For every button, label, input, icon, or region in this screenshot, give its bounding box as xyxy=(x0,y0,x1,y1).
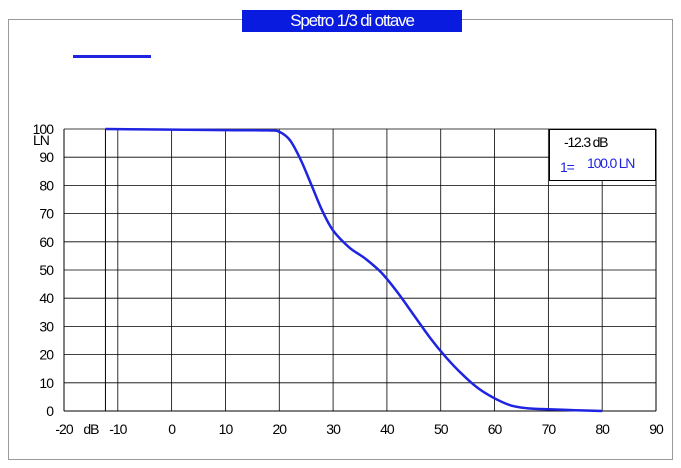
chart-axes xyxy=(63,129,657,412)
x-tick-label: 0 xyxy=(168,421,176,437)
y-unit-label: LN xyxy=(33,132,49,148)
y-tick-label: 30 xyxy=(39,318,54,334)
x-tick-label: -20 xyxy=(55,421,73,437)
x-tick-label: 20 xyxy=(272,421,287,437)
x-tick-label: 40 xyxy=(380,421,395,437)
y-tick-label: 90 xyxy=(39,149,54,165)
x-tick-label: 50 xyxy=(434,421,449,437)
legend-series-line xyxy=(73,55,151,58)
y-tick-label: 60 xyxy=(39,234,54,250)
cursor-level-value: 100.0 LN xyxy=(587,155,635,171)
y-tick-label: 40 xyxy=(39,290,54,306)
y-tick-label: 50 xyxy=(39,262,54,278)
chart-title: Spetro 1/3 di ottave xyxy=(242,10,462,32)
series-layer xyxy=(105,127,603,413)
x-unit-label: dB xyxy=(83,421,99,437)
y-tick-label: 10 xyxy=(39,375,54,391)
x-tick-label: 10 xyxy=(219,421,234,437)
series-line xyxy=(105,127,603,413)
y-tick-label: 80 xyxy=(39,177,54,193)
x-tick-label: -10 xyxy=(109,421,127,437)
x-tick-label: 90 xyxy=(649,421,664,437)
cursor-index: 1= xyxy=(560,159,575,175)
y-tick-label: 70 xyxy=(39,206,54,222)
y-tick-label: 0 xyxy=(46,403,54,419)
x-tick-label: 80 xyxy=(595,421,610,437)
x-tick-label: 70 xyxy=(542,421,557,437)
x-tick-label: 60 xyxy=(488,421,503,437)
cursor-readout: -12.3 dB 1= 100.0 LN xyxy=(549,129,656,181)
y-tick-label: 100 xyxy=(33,121,55,137)
cursor-db-value: -12.3 dB xyxy=(564,134,609,150)
x-tick-label: 30 xyxy=(326,421,341,437)
y-tick-label: 20 xyxy=(39,347,54,363)
